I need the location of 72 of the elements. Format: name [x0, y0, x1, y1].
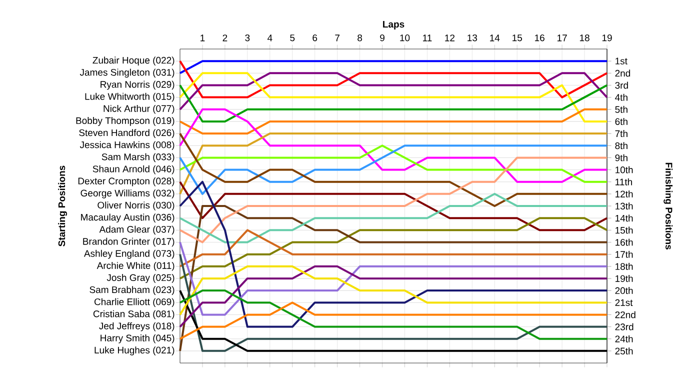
text: Sam Brabham (023) — [90, 286, 174, 295]
y2-tick-label: 11th — [616, 178, 632, 186]
text: Jessica Hawkins (008) — [80, 141, 174, 150]
x-tick-label: 2 — [222, 34, 228, 42]
y2-tick-label: 12th — [616, 190, 633, 198]
y2-tick-label: 9th — [615, 154, 628, 162]
y2-tick-label: 19th — [616, 274, 633, 282]
y2-tick-label: 15th — [616, 226, 633, 234]
y2-tick-label: 17th — [616, 250, 633, 258]
y2-tick-label: 18th — [616, 262, 633, 270]
x-tick-label: 17 — [557, 34, 567, 42]
text: Bobby Thompson (019) — [76, 117, 174, 126]
text: George Williams (032) — [80, 189, 174, 198]
y2-tick-label: 5th — [615, 106, 628, 113]
x-tick-label: 15 — [512, 34, 522, 42]
text: Ashley England (073) — [84, 250, 174, 259]
y2-tick-label: 6th — [615, 118, 628, 125]
y2-tick-label: 24th — [615, 335, 633, 342]
x-tick-label: 14 — [490, 34, 500, 42]
x-tick-label: 11 — [423, 34, 432, 42]
text: Starting Positions — [58, 166, 68, 246]
y2-tick-label: 8th — [615, 142, 628, 150]
text: Luke Hughes (021) — [94, 346, 174, 356]
text: Zubair Hoque (022) — [92, 56, 174, 66]
text: Oliver Norris (030) — [98, 202, 174, 210]
y2-tick-label: 14th — [616, 214, 633, 222]
x-tick-label: 4 — [267, 34, 272, 42]
text: Cristian Saba (081) — [93, 310, 174, 320]
text: Adam Glear (037) — [99, 226, 174, 235]
y2-tick-label: 7th — [615, 130, 628, 138]
x-tick-label: 13 — [468, 34, 478, 42]
x-tick-label: 18 — [580, 34, 590, 42]
text: Jed Jeffreys (018) — [99, 322, 174, 332]
y2-tick-label: 25th — [615, 347, 633, 354]
x-tick-label: 5 — [290, 34, 295, 42]
y2-tick-label: 10th — [616, 166, 633, 174]
text: Sam Marsh (033) — [102, 153, 174, 162]
text: Dexter Crompton (028) — [78, 177, 174, 186]
text: Ryan Norris (029) — [100, 80, 174, 90]
x-tick-label: 3 — [245, 34, 250, 42]
y2-tick-label: 16th — [616, 238, 633, 246]
text: Shaun Arnold (046) — [92, 165, 174, 174]
x-tick-label: 6 — [312, 34, 318, 42]
x-tick-label: 16 — [535, 34, 544, 42]
text: Macaulay Austin (036) — [81, 214, 174, 223]
x-tick-label: 10 — [400, 34, 410, 42]
x-tick-label: 12 — [445, 34, 454, 42]
x-axis-title: Laps — [383, 20, 404, 30]
y2-tick-label: 21st — [615, 299, 633, 306]
text: Harry Smith (045) — [100, 334, 174, 344]
y2-axis-title: Finishing Positions — [664, 162, 673, 250]
text: Josh Gray (025) — [106, 274, 174, 283]
x-tick-label: 8 — [358, 34, 362, 42]
y2-tick-label: 22nd — [615, 311, 636, 318]
y2-tick-label: 20th — [615, 287, 633, 294]
text: Charlie Elliott (069) — [94, 298, 174, 308]
text: Nick Arthur (077) — [104, 104, 174, 114]
x-tick-label: 19 — [602, 34, 612, 42]
text: Luke Whitworth (015) — [85, 92, 174, 102]
x-tick-label: 7 — [335, 34, 340, 42]
text: James Singleton (031) — [80, 68, 174, 78]
y2-tick-label: 3rd — [615, 82, 628, 89]
x-tick-label: 1 — [200, 34, 205, 42]
y2-tick-label: 23rd — [615, 323, 634, 330]
text: Brandon Grinter (017) — [83, 238, 174, 247]
text: Steven Handford (026) — [79, 129, 174, 138]
y2-tick-label: 2nd — [615, 70, 630, 77]
y2-tick-label: 1st — [616, 58, 628, 64]
x-tick-label: 9 — [380, 34, 384, 42]
y2-tick-label: 13th — [616, 202, 633, 210]
text: Archie White (011) — [96, 262, 174, 271]
y2-tick-label: 4th — [615, 94, 628, 101]
